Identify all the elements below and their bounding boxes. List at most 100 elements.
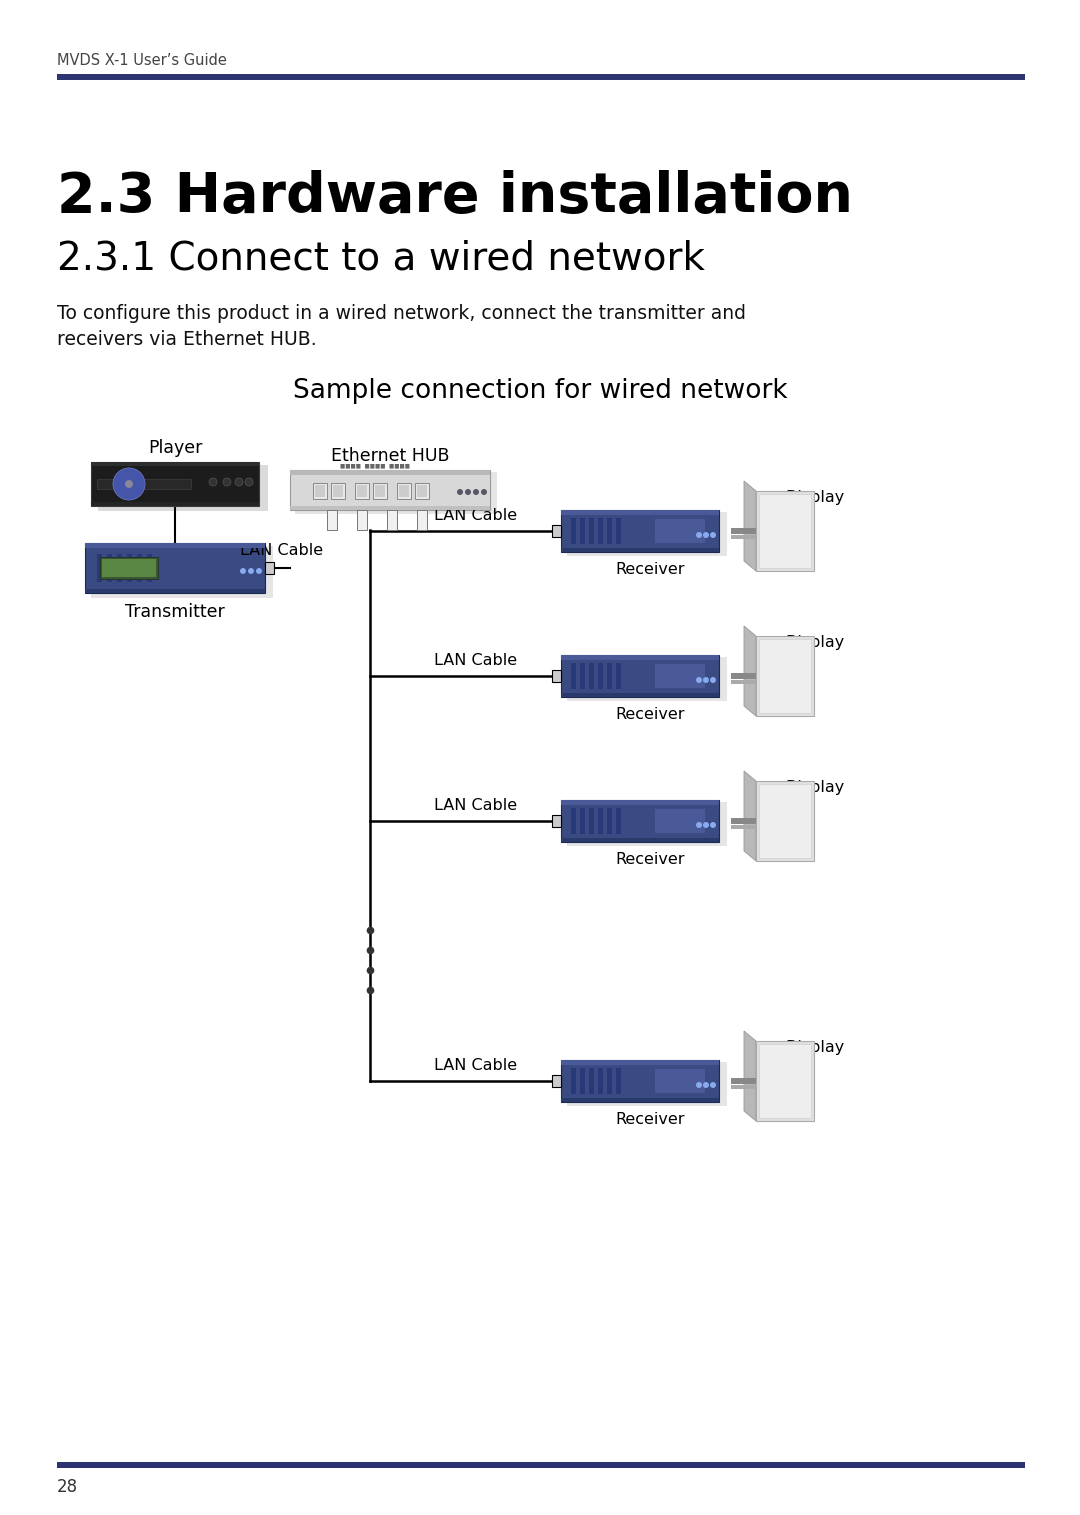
Bar xyxy=(654,520,705,542)
Bar xyxy=(654,1070,705,1092)
Text: 2.3 Hardware installation: 2.3 Hardware installation xyxy=(57,170,853,224)
Circle shape xyxy=(696,1082,702,1088)
Bar xyxy=(561,1060,719,1065)
Bar xyxy=(759,1044,811,1118)
Bar xyxy=(295,473,497,514)
Bar xyxy=(731,529,756,533)
Bar xyxy=(571,807,576,833)
Bar xyxy=(399,485,409,497)
Circle shape xyxy=(245,479,253,486)
Bar xyxy=(91,462,259,467)
Bar xyxy=(552,526,561,536)
Bar xyxy=(561,511,719,551)
Circle shape xyxy=(256,568,262,574)
Bar xyxy=(571,664,576,689)
Circle shape xyxy=(457,489,463,495)
Bar xyxy=(759,494,811,568)
Bar xyxy=(85,542,265,548)
Bar xyxy=(117,554,122,582)
Bar xyxy=(107,554,112,582)
Bar xyxy=(756,636,814,717)
Bar xyxy=(97,479,191,489)
Text: 28: 28 xyxy=(57,1479,78,1495)
Bar xyxy=(373,483,387,498)
Bar xyxy=(616,664,621,689)
Text: To configure this product in a wired network, connect the transmitter and: To configure this product in a wired net… xyxy=(57,305,746,323)
Circle shape xyxy=(481,489,487,495)
Bar xyxy=(756,491,814,571)
Circle shape xyxy=(235,479,243,486)
Text: Receiver: Receiver xyxy=(616,851,685,867)
Bar xyxy=(375,485,384,497)
Text: Receiver: Receiver xyxy=(616,562,685,577)
Bar xyxy=(589,664,594,689)
Bar xyxy=(589,1068,594,1094)
Circle shape xyxy=(710,823,716,829)
Circle shape xyxy=(696,532,702,538)
Bar xyxy=(291,506,490,511)
Polygon shape xyxy=(744,771,756,861)
Text: Display: Display xyxy=(785,489,845,504)
Polygon shape xyxy=(744,480,756,571)
Bar xyxy=(561,800,719,842)
Bar xyxy=(102,559,156,577)
Bar xyxy=(571,518,576,544)
Circle shape xyxy=(113,468,145,500)
Bar xyxy=(57,1462,1025,1468)
Bar xyxy=(571,1068,576,1094)
Bar xyxy=(91,545,273,598)
Circle shape xyxy=(703,532,708,538)
Bar xyxy=(607,807,612,833)
Bar xyxy=(100,558,158,579)
Bar xyxy=(731,1079,756,1085)
Text: Display: Display xyxy=(785,635,845,650)
Text: Player: Player xyxy=(148,439,202,458)
Bar xyxy=(598,664,603,689)
Bar xyxy=(291,470,490,511)
Bar xyxy=(616,518,621,544)
Bar xyxy=(580,664,585,689)
Bar xyxy=(552,670,561,682)
Bar xyxy=(330,483,345,498)
Circle shape xyxy=(240,568,246,574)
Bar xyxy=(756,1041,814,1121)
Text: ■■■■  ■■■■  ■■■■: ■■■■ ■■■■ ■■■■ xyxy=(340,464,410,468)
Text: Receiver: Receiver xyxy=(616,708,685,723)
Bar xyxy=(589,518,594,544)
Bar xyxy=(731,818,756,824)
Bar xyxy=(315,485,325,497)
Bar xyxy=(580,1068,585,1094)
Bar xyxy=(137,554,141,582)
Bar xyxy=(552,1076,561,1086)
Text: Receiver: Receiver xyxy=(616,1112,685,1127)
Bar xyxy=(616,1068,621,1094)
Bar xyxy=(97,554,102,582)
Bar xyxy=(85,589,265,592)
Bar xyxy=(731,1085,756,1089)
Bar xyxy=(98,465,268,511)
Text: Ethernet HUB: Ethernet HUB xyxy=(330,447,449,465)
Bar xyxy=(265,562,274,574)
Bar xyxy=(333,485,343,497)
Bar xyxy=(589,807,594,833)
Bar xyxy=(561,654,719,661)
Bar xyxy=(327,511,337,530)
Bar xyxy=(580,807,585,833)
Bar xyxy=(731,826,756,829)
Bar xyxy=(397,483,411,498)
Circle shape xyxy=(703,1082,708,1088)
Bar xyxy=(561,511,719,515)
Bar xyxy=(731,535,756,539)
Bar xyxy=(598,518,603,544)
Bar xyxy=(415,483,429,498)
Text: LAN Cable: LAN Cable xyxy=(241,542,324,558)
Circle shape xyxy=(696,677,702,683)
Circle shape xyxy=(710,677,716,683)
Bar xyxy=(561,548,719,551)
Text: LAN Cable: LAN Cable xyxy=(434,798,517,814)
Bar xyxy=(127,554,132,582)
Bar xyxy=(561,838,719,842)
Bar xyxy=(654,664,705,688)
Text: LAN Cable: LAN Cable xyxy=(434,1057,517,1073)
Bar xyxy=(357,485,367,497)
